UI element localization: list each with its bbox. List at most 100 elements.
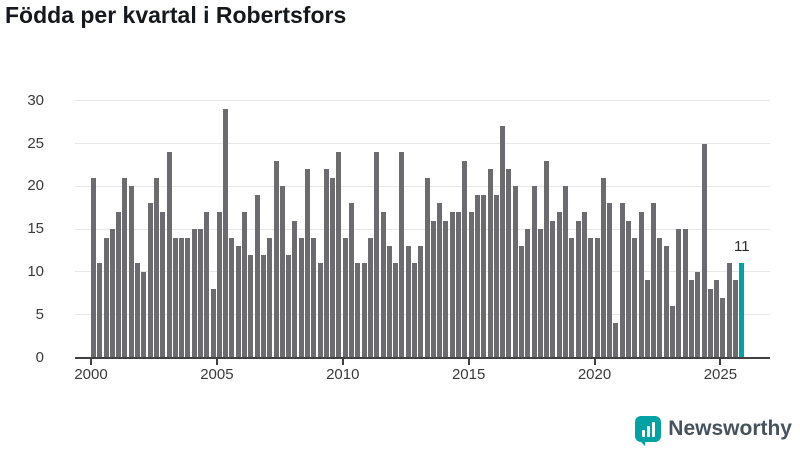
bar bbox=[116, 212, 122, 358]
bar bbox=[109, 229, 115, 358]
bar bbox=[292, 220, 298, 358]
bar bbox=[210, 289, 216, 358]
bar bbox=[179, 237, 185, 358]
gridline bbox=[75, 143, 770, 145]
bar bbox=[405, 246, 411, 358]
bar bbox=[707, 289, 713, 358]
gridline bbox=[75, 228, 770, 230]
bar bbox=[418, 246, 424, 358]
bar bbox=[575, 220, 581, 358]
x-axis-tick bbox=[215, 358, 218, 365]
bar bbox=[311, 237, 317, 358]
bar bbox=[531, 186, 537, 358]
bar bbox=[380, 212, 386, 358]
bar bbox=[651, 203, 657, 358]
x-axis-tick bbox=[467, 358, 470, 365]
chart-title: Födda per kvartal i Robertsfors bbox=[5, 2, 347, 28]
bar bbox=[481, 194, 487, 358]
bar bbox=[607, 203, 613, 358]
bar bbox=[544, 160, 550, 358]
bar bbox=[128, 186, 134, 358]
bar bbox=[185, 237, 191, 358]
y-axis-label: 25 bbox=[27, 134, 44, 152]
bar bbox=[122, 177, 128, 358]
bar bbox=[248, 254, 254, 358]
bar bbox=[342, 237, 348, 358]
bar bbox=[336, 152, 342, 358]
bar bbox=[349, 203, 355, 358]
y-axis-label: 5 bbox=[35, 305, 44, 323]
bar bbox=[317, 263, 323, 358]
bar bbox=[147, 203, 153, 358]
bar bbox=[298, 237, 304, 358]
bar bbox=[279, 186, 285, 358]
bar bbox=[135, 263, 141, 358]
bar bbox=[506, 169, 512, 358]
bar bbox=[304, 169, 310, 358]
mini-bars-glyph bbox=[635, 416, 661, 442]
bar bbox=[399, 152, 405, 358]
bar bbox=[216, 212, 222, 358]
bar bbox=[229, 237, 235, 358]
bar bbox=[619, 203, 625, 358]
x-axis-tick bbox=[719, 358, 722, 365]
bar bbox=[701, 143, 707, 358]
newsworthy-wordmark: Newsworthy bbox=[668, 417, 792, 440]
bar bbox=[468, 212, 474, 358]
bar bbox=[361, 263, 367, 358]
bar bbox=[732, 280, 738, 358]
bar bbox=[487, 169, 493, 358]
newsworthy-chart-icon bbox=[635, 416, 662, 446]
bar bbox=[449, 212, 455, 358]
bar bbox=[462, 160, 468, 358]
bar bbox=[613, 323, 619, 358]
bar bbox=[437, 203, 443, 358]
bar bbox=[286, 254, 292, 358]
x-axis-label: 2005 bbox=[200, 365, 234, 383]
bar bbox=[726, 263, 732, 358]
bar bbox=[197, 229, 203, 358]
bar bbox=[242, 212, 248, 358]
bar bbox=[594, 237, 600, 358]
gridline bbox=[75, 100, 770, 102]
bar bbox=[512, 186, 518, 358]
bar bbox=[153, 177, 159, 358]
bar bbox=[141, 271, 147, 358]
bar bbox=[443, 220, 449, 358]
y-axis-label: 20 bbox=[27, 177, 44, 195]
bar bbox=[367, 237, 373, 358]
bar bbox=[330, 177, 336, 358]
bar bbox=[569, 237, 575, 358]
bar bbox=[411, 263, 417, 358]
bar bbox=[682, 229, 688, 358]
value-label: 11 bbox=[733, 238, 750, 256]
x-axis-label: 2015 bbox=[451, 365, 486, 383]
bar bbox=[600, 177, 606, 358]
bar bbox=[204, 212, 210, 358]
bar bbox=[625, 220, 631, 358]
bar bbox=[657, 237, 663, 358]
bar bbox=[166, 152, 172, 358]
bar bbox=[644, 280, 650, 358]
bar bbox=[355, 263, 361, 358]
x-axis-line bbox=[75, 356, 770, 359]
x-axis-tick bbox=[593, 358, 596, 365]
bar bbox=[695, 271, 701, 358]
bar bbox=[493, 194, 499, 358]
gridline bbox=[75, 185, 770, 187]
bar bbox=[688, 280, 694, 358]
y-axis-label: 0 bbox=[35, 348, 44, 366]
bar bbox=[235, 246, 241, 358]
bar bbox=[518, 246, 524, 358]
speech-bubble-tail bbox=[636, 437, 646, 446]
bar bbox=[581, 212, 587, 358]
y-axis-label: 15 bbox=[27, 220, 44, 238]
bar bbox=[550, 220, 556, 358]
bar bbox=[191, 229, 197, 358]
bar bbox=[323, 169, 329, 358]
bar bbox=[537, 229, 543, 358]
bar bbox=[556, 212, 562, 358]
bar bbox=[676, 229, 682, 358]
x-axis-label: 2010 bbox=[326, 365, 360, 383]
